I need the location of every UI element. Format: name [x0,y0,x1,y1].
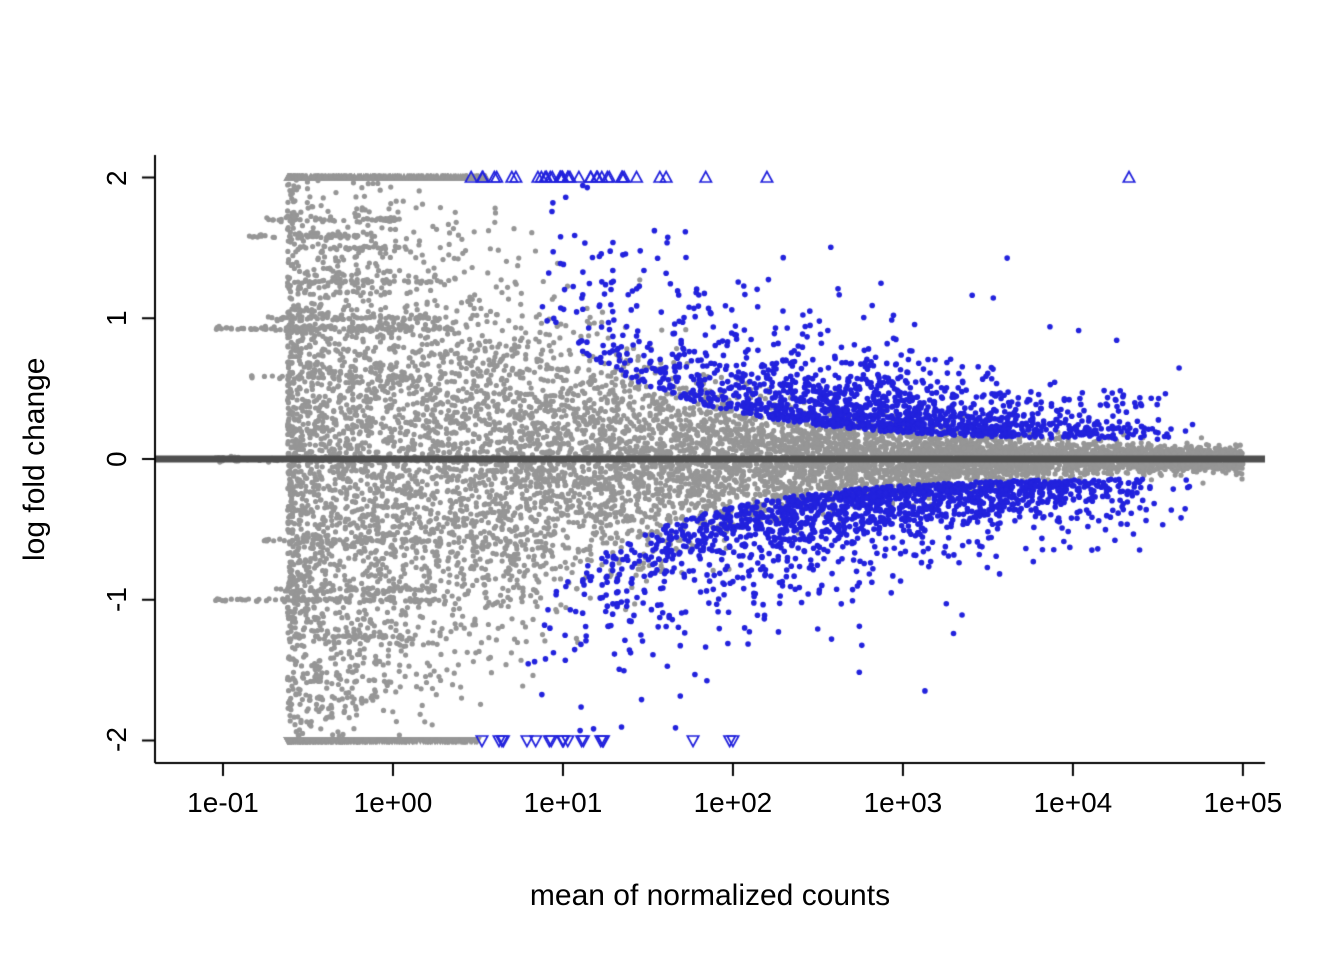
y-tick-label: 0 [101,451,132,467]
x-tick-label: 1e+01 [523,787,603,818]
x-tick-label: 1e+00 [353,787,433,818]
x-tick-label: 1e-01 [187,787,259,818]
y-axis-title: log fold change [18,357,51,561]
x-tick-label: 1e+05 [1203,787,1283,818]
y-tick-label: 2 [101,169,132,186]
y-tick-label: -2 [101,728,132,753]
y-tick-label: -1 [101,587,132,613]
x-tick-label: 1e+04 [1033,787,1113,818]
y-tick-label: 1 [101,310,132,327]
x-axis-title: mean of normalized counts [529,879,891,912]
x-tick-label: 1e+03 [863,787,943,818]
x-tick-label: 1e+02 [693,787,773,818]
